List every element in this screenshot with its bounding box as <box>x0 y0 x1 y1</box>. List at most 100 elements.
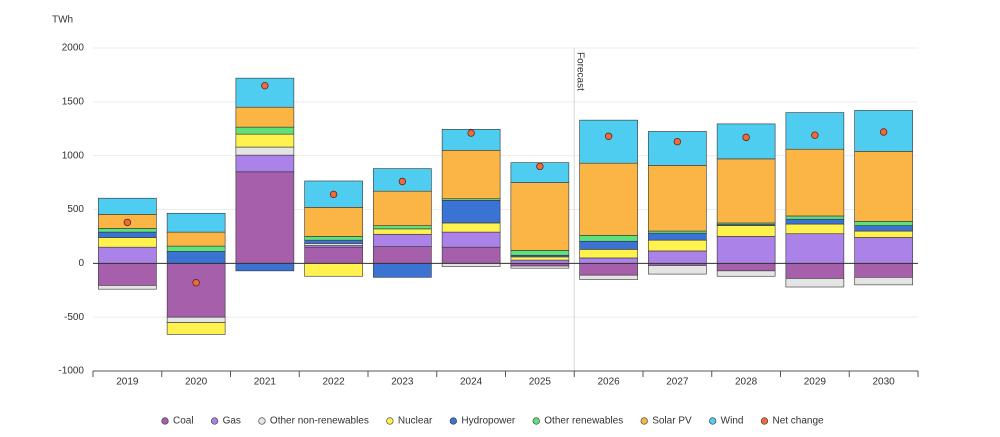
legend-swatch <box>532 417 540 425</box>
bar-segment <box>854 263 913 278</box>
bar-segment <box>785 233 845 264</box>
bar-segment <box>510 162 570 183</box>
legend-label: Net change <box>772 416 824 427</box>
bar-segment <box>166 212 226 233</box>
bar-segment <box>579 235 638 242</box>
bar-segment <box>854 237 913 264</box>
bar-segment <box>373 246 432 264</box>
legend-label: Solar PV <box>652 416 692 427</box>
bar-segment <box>304 236 363 241</box>
bar-segment <box>166 316 226 323</box>
bar-segment <box>304 239 363 244</box>
bar-segment <box>304 207 363 237</box>
bar-segment <box>166 322 226 335</box>
bar-segment <box>98 246 157 264</box>
bar-segment <box>785 218 845 225</box>
bar-segment <box>785 278 845 288</box>
legend-label: Coal <box>173 416 194 427</box>
net-change-marker <box>673 137 682 146</box>
x-tick-label: 2022 <box>323 377 346 388</box>
forecast-label: Forecast <box>575 52 586 91</box>
bar-segment <box>166 263 226 318</box>
y-tick-label: 1000 <box>62 150 85 161</box>
legend-label: Hydropower <box>461 416 516 427</box>
x-tick-label: 2029 <box>804 377 827 388</box>
legend-label: Other renewables <box>544 416 623 427</box>
bar-segment <box>716 158 776 224</box>
bar-segment <box>648 239 707 252</box>
bar-segment <box>166 231 226 247</box>
net-change-marker <box>811 131 819 139</box>
bar-segment <box>854 230 913 238</box>
bar-segment <box>716 225 776 237</box>
bar-segment <box>854 225 913 232</box>
x-tick-label: 2020 <box>185 377 208 388</box>
bar-segment <box>579 249 638 259</box>
bar-segment <box>373 233 432 247</box>
y-tick-label: 2000 <box>62 43 85 54</box>
bar-segment <box>579 119 638 164</box>
bar-segment <box>648 250 707 264</box>
bar-segment <box>441 231 501 248</box>
bar-segment <box>648 131 707 166</box>
net-change-marker <box>742 133 750 142</box>
net-change-marker <box>879 128 888 136</box>
y-tick-label: 0 <box>78 258 84 269</box>
bar-segment <box>716 270 776 277</box>
bar-segment <box>166 245 226 252</box>
net-change-marker <box>123 218 132 227</box>
legend-swatch <box>449 417 457 425</box>
bar-segment <box>510 265 570 269</box>
bar-segment <box>510 182 570 251</box>
bar-segment <box>510 250 570 256</box>
legend-label: Wind <box>721 416 744 427</box>
bar-segment <box>166 251 226 264</box>
net-change-marker <box>604 132 613 140</box>
net-change-marker <box>261 81 269 90</box>
bar-segment <box>510 256 570 261</box>
legend-label: Gas <box>223 416 241 427</box>
legend-swatch <box>709 417 717 425</box>
x-tick-label: 2026 <box>598 377 621 388</box>
bar-segment <box>98 228 157 233</box>
bar-segment <box>98 285 157 290</box>
bar-segment <box>716 263 776 272</box>
bar-segment <box>235 126 295 135</box>
bar-segment <box>235 106 295 128</box>
legend-swatch <box>210 417 219 425</box>
bar-segment <box>785 148 845 217</box>
net-change-marker <box>398 177 407 186</box>
x-tick-label: 2024 <box>460 377 483 388</box>
net-change-marker <box>192 279 200 287</box>
legend-swatch <box>760 417 769 425</box>
bar-segment <box>785 215 845 220</box>
legend-swatch <box>640 417 648 425</box>
bar-segment <box>648 230 707 234</box>
bar-segment <box>716 236 776 264</box>
bar-segment <box>304 246 363 264</box>
bar-segment <box>854 277 913 286</box>
legend-label: Other non-renewables <box>270 416 369 427</box>
bar-segment <box>235 154 295 173</box>
bar-segment <box>579 240 638 250</box>
bar-segment <box>648 232 707 241</box>
x-tick-label: 2030 <box>873 377 896 388</box>
bar-segment <box>648 265 707 275</box>
bar-segment <box>373 225 432 230</box>
x-tick-label: 2019 <box>116 377 139 388</box>
bar-segment <box>304 263 363 277</box>
bar-segment <box>373 190 432 226</box>
bar-segment <box>579 257 638 264</box>
y-tick-label: 1500 <box>62 96 85 107</box>
bar-segment <box>441 128 501 151</box>
bar-segment <box>785 263 845 279</box>
legend-swatch <box>161 417 169 425</box>
bar-segment <box>98 263 157 286</box>
bar-segment <box>98 237 157 248</box>
net-change-marker <box>536 162 544 171</box>
bar-segment <box>235 146 295 156</box>
bar-segment <box>235 133 295 148</box>
legend-swatch <box>386 417 394 425</box>
